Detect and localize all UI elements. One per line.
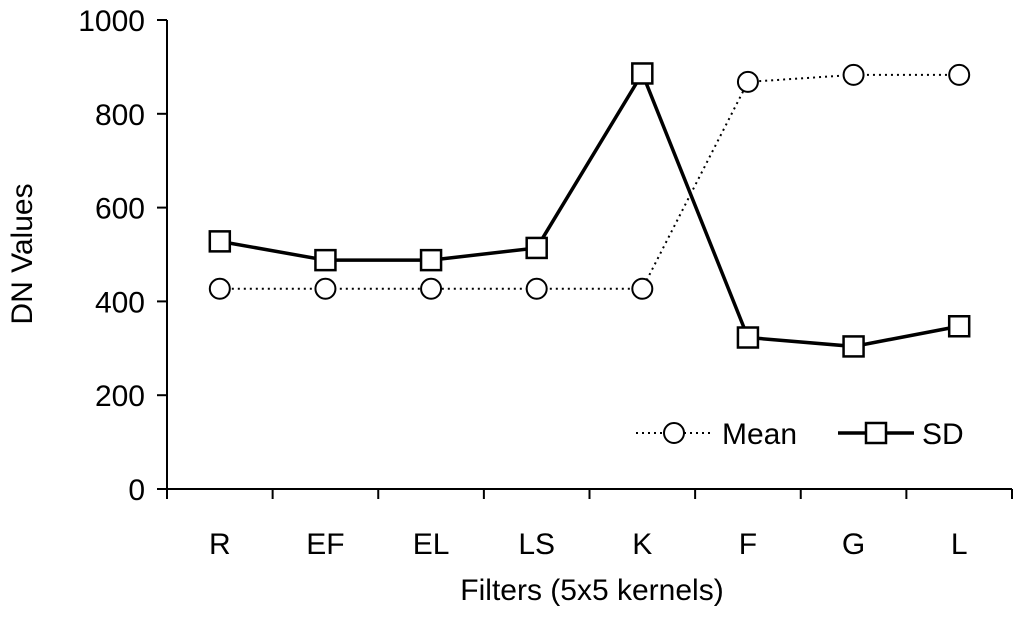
series-sd xyxy=(208,62,971,358)
x-tick-label: LS xyxy=(518,528,555,561)
data-point-mean xyxy=(842,63,865,86)
x-tick-label: K xyxy=(632,528,652,561)
legend-item-sd: SD xyxy=(838,418,964,451)
legend-label-mean: Mean xyxy=(722,418,797,451)
data-point-sd xyxy=(208,230,232,253)
x-tick-label: EL xyxy=(413,528,450,561)
legend-label-sd: SD xyxy=(922,418,964,451)
y-tick-label: 400 xyxy=(95,286,145,319)
data-point-sd xyxy=(631,62,654,85)
series-line-sd xyxy=(219,69,960,349)
y-axis-title: DN Values xyxy=(6,183,39,324)
data-point-sd xyxy=(947,315,971,338)
y-axis-ticks: 0 200 400 600 800 1000 xyxy=(78,5,167,507)
data-point-mean xyxy=(631,277,654,300)
data-point-sd xyxy=(314,248,337,272)
legend-item-mean: Mean xyxy=(636,418,797,451)
y-tick-label: 600 xyxy=(95,193,145,226)
y-tick-label: 200 xyxy=(95,380,145,413)
data-point-mean xyxy=(314,277,337,300)
y-tick-label: 800 xyxy=(95,99,145,132)
legend-marker-mean xyxy=(663,422,685,444)
data-point-mean xyxy=(420,277,443,300)
y-tick-label: 0 xyxy=(128,474,145,507)
x-tick-label: G xyxy=(842,528,865,561)
legend: Mean SD xyxy=(636,418,964,451)
legend-marker-sd xyxy=(864,421,888,445)
series-layer xyxy=(208,62,971,358)
x-axis-ticks: R EF EL LS K F G L xyxy=(166,489,1013,561)
y-tick-label: 1000 xyxy=(78,5,145,38)
data-point-sd xyxy=(525,236,548,260)
data-point-sd xyxy=(736,326,760,349)
data-point-sd xyxy=(419,248,443,272)
x-tick-label: R xyxy=(209,528,231,561)
data-point-mean xyxy=(736,70,759,93)
series-mean xyxy=(208,63,971,300)
data-point-mean xyxy=(525,277,548,300)
x-tick-label: EF xyxy=(306,528,344,561)
data-point-sd xyxy=(842,335,865,358)
x-axis-title: Filters (5x5 kernels) xyxy=(460,574,723,607)
x-tick-label: L xyxy=(951,528,968,561)
data-point-mean xyxy=(948,63,971,86)
data-point-mean xyxy=(208,277,231,300)
x-tick-label: F xyxy=(739,528,757,561)
